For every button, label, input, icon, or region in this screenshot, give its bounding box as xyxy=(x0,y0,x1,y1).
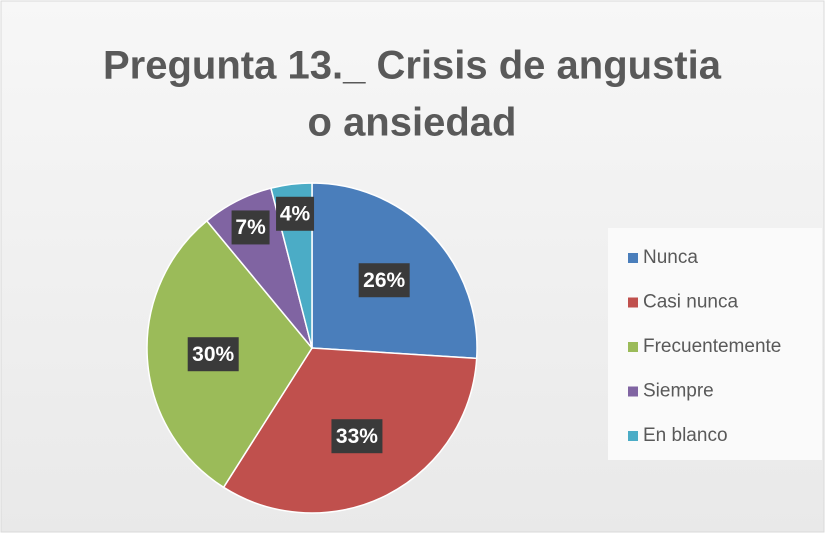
chart-title: o ansiedad xyxy=(308,101,517,145)
legend-label: Casi nunca xyxy=(643,292,738,313)
data-label: 30% xyxy=(192,343,234,366)
legend-swatch xyxy=(628,253,638,263)
data-label: 26% xyxy=(363,269,405,292)
legend-swatch xyxy=(628,297,638,308)
legend-swatch xyxy=(628,342,638,352)
data-label: 4% xyxy=(280,202,311,225)
data-label-box xyxy=(231,210,270,245)
legend-label: En blanco xyxy=(643,425,728,446)
data-label: 7% xyxy=(235,216,266,239)
legend-swatch xyxy=(628,386,638,397)
data-label-box xyxy=(276,196,315,231)
data-label-box xyxy=(358,263,410,298)
legend-swatch xyxy=(628,431,638,441)
chart-title: Pregunta 13._ Crisis de angustia xyxy=(103,44,722,88)
legend-label: Siempre xyxy=(643,381,714,402)
data-label: 33% xyxy=(336,425,378,448)
data-label-box xyxy=(331,419,383,454)
legend-box xyxy=(608,228,822,460)
data-label-box xyxy=(187,337,239,372)
legend-label: Frecuentemente xyxy=(643,336,781,357)
legend-label: Nunca xyxy=(643,247,698,268)
